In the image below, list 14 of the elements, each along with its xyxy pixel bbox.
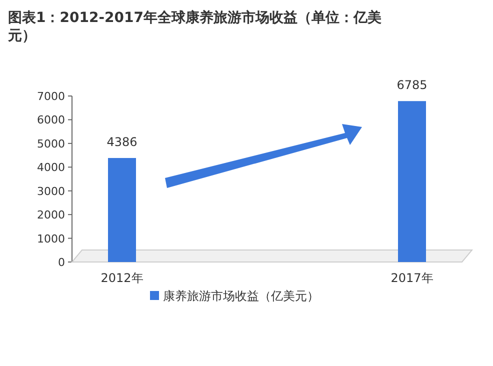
data-label: 6785 [396, 78, 428, 92]
y-tick-label: 5000 [37, 137, 65, 150]
y-tick-label: 0 [58, 256, 65, 269]
y-tick-label: 6000 [37, 114, 65, 127]
x-tick-label: 2012年 [100, 271, 144, 285]
data-label: 4386 [106, 134, 138, 149]
y-tick-label: 7000 [37, 90, 65, 103]
y-tick-label: 4000 [37, 161, 65, 174]
y-tick-label: 2000 [37, 208, 65, 222]
title: 图表1：2012-2017年全球康养旅游市场收益（单位：亿美元） [8, 10, 382, 44]
y-tick-label: 3000 [37, 184, 65, 198]
legend-label: 康养旅游市场收益（亿美元） [163, 289, 319, 303]
x-tick-label: 2017年 [390, 271, 434, 285]
y-tick-label: 1000 [37, 232, 65, 246]
